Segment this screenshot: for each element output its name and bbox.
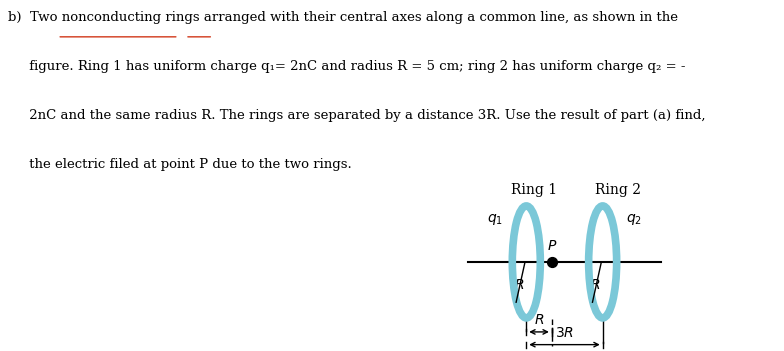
- Text: the electric filed at point P due to the two rings.: the electric filed at point P due to the…: [8, 158, 351, 171]
- Text: $R$: $R$: [514, 278, 524, 292]
- Text: Ring 1: Ring 1: [511, 183, 557, 197]
- Text: $3R$: $3R$: [555, 326, 574, 340]
- Point: [546, 259, 558, 265]
- Text: 2nC and the same radius R. The rings are separated by a distance 3R. Use the res: 2nC and the same radius R. The rings are…: [8, 109, 706, 122]
- Text: $P$: $P$: [546, 239, 557, 253]
- Text: $R$: $R$: [534, 313, 544, 327]
- Text: $q_2$: $q_2$: [626, 212, 641, 227]
- Text: $q_1$: $q_1$: [488, 212, 503, 227]
- Text: Ring 2: Ring 2: [595, 183, 641, 197]
- Text: b)  Two nonconducting rings arranged with their central axes along a common line: b) Two nonconducting rings arranged with…: [8, 11, 678, 24]
- Text: $R$: $R$: [590, 278, 601, 292]
- Text: figure. Ring 1 has uniform charge q₁= 2nC and radius R = 5 cm; ring 2 has unifor: figure. Ring 1 has uniform charge q₁= 2n…: [8, 60, 685, 73]
